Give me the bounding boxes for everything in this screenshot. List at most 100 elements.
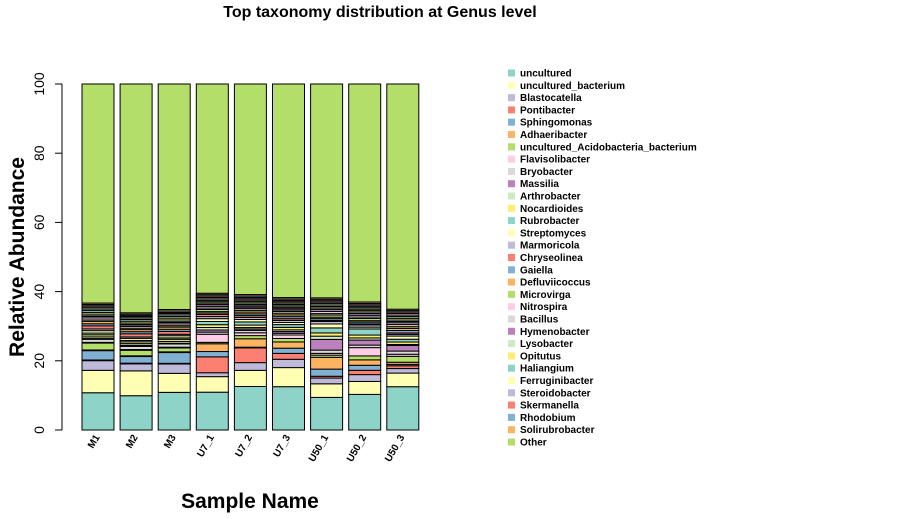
legend-swatch	[508, 364, 515, 372]
bar-segment	[348, 374, 382, 382]
legend-swatch	[508, 118, 515, 126]
bar-segment	[348, 328, 382, 336]
x-tick-label: M3	[162, 433, 179, 451]
bar-segment	[386, 368, 420, 374]
legend-label: Nitrospira	[520, 302, 568, 313]
bar-segment	[195, 376, 229, 393]
bar-segment	[119, 370, 153, 397]
bar-segment	[310, 323, 344, 329]
bar-segment	[272, 337, 305, 343]
bar-segment	[195, 351, 229, 358]
bar-segment	[348, 393, 382, 431]
y-axis: 0 20 40 60 80 100	[31, 72, 63, 434]
y-tick-label: 0	[31, 426, 47, 434]
bar-segment	[348, 347, 382, 357]
legend-label: Massilia	[520, 179, 559, 190]
bar-segment	[195, 343, 229, 353]
y-tick-label: 80	[31, 145, 47, 161]
bar-segment	[81, 360, 115, 371]
bar-segment	[310, 356, 344, 370]
legend-label: Bacillus	[520, 315, 559, 326]
legend-item: Adhaeribacter	[508, 130, 587, 141]
bar-segment	[157, 391, 191, 431]
bar-segment	[81, 83, 115, 304]
legend-swatch	[508, 180, 515, 188]
legend-label: Hymenobacter	[520, 327, 590, 338]
bar-segment	[310, 383, 344, 398]
legend-swatch	[508, 327, 515, 335]
legend-swatch	[508, 155, 515, 163]
legend-swatch	[508, 204, 515, 212]
bar-segment	[233, 347, 267, 364]
legend-item: Bacillus	[508, 315, 559, 326]
legend-label: Microvirga	[520, 290, 571, 301]
bar-segment	[310, 368, 344, 377]
y-tick-label: 20	[31, 353, 47, 369]
bar-segment	[157, 347, 191, 353]
legend-swatch	[508, 340, 515, 348]
bar-segment	[386, 372, 420, 388]
legend-label: Marmoricola	[520, 241, 580, 252]
y-tick-label: 60	[31, 214, 47, 230]
legend-label: Bryobacter	[520, 167, 573, 178]
y-tick-label: 100	[31, 72, 47, 96]
legend-label: Adhaeribacter	[520, 130, 587, 141]
bar-segment	[386, 345, 420, 352]
bar-segment	[348, 380, 382, 395]
bar-segment	[81, 392, 115, 431]
legend-swatch	[508, 413, 515, 421]
legend-swatch	[508, 192, 515, 200]
legend-item: Lysobacter	[508, 339, 573, 350]
legend-item: Marmoricola	[508, 241, 580, 252]
legend-swatch	[508, 94, 515, 102]
bar-segment	[195, 372, 229, 378]
bar-segment	[157, 363, 191, 374]
legend-swatch	[508, 389, 515, 397]
legend-item: Opitutus	[508, 351, 562, 362]
bar-segment	[272, 341, 305, 349]
legend-swatch	[508, 315, 515, 323]
bar-segment	[310, 377, 344, 385]
legend-swatch	[508, 241, 515, 249]
legend-item: Other	[508, 438, 547, 449]
bar-segment	[195, 333, 229, 343]
legend-label: Other	[520, 438, 547, 449]
legend-label: Steroidobacter	[520, 388, 591, 399]
legend-swatch	[508, 426, 515, 434]
x-tick-label: U7_2	[234, 433, 256, 460]
bar-segment	[233, 362, 267, 371]
bar-segment	[348, 355, 382, 361]
legend-swatch	[508, 352, 515, 360]
bar-segment	[157, 372, 191, 393]
bar-segment	[310, 83, 344, 299]
legend-label: Blastocatella	[520, 93, 582, 104]
legend: uncultureduncultured_bacteriumBlastocate…	[508, 69, 697, 449]
bar-stack-m1	[81, 83, 115, 431]
bar-segment	[272, 386, 305, 431]
legend-item: uncultured_Acidobacteria_bacterium	[508, 142, 697, 153]
legend-swatch	[508, 69, 515, 77]
legend-label: Nocardioides	[520, 204, 584, 215]
bar-stack-u50-2	[348, 83, 382, 431]
bar-segment	[233, 385, 267, 431]
legend-item: Arthrobacter	[508, 192, 581, 203]
legend-label: Haliangium	[520, 364, 574, 375]
legend-label: Rubrobacter	[520, 216, 580, 227]
bar-segment	[386, 386, 420, 431]
legend-swatch	[508, 143, 515, 151]
bar-stack-u7-3	[272, 83, 305, 431]
legend-swatch	[508, 377, 515, 384]
bar-stack-u50-1	[310, 83, 344, 431]
bar-segment	[348, 83, 382, 303]
bar-segment	[81, 369, 115, 394]
bar-segment	[119, 83, 153, 314]
bar-stack-u7-2	[233, 83, 267, 431]
legend-item: Flavisolibacter	[508, 155, 590, 166]
legend-label: Gaiella	[520, 265, 553, 276]
bar-segment	[348, 364, 382, 371]
bar-segment	[310, 338, 344, 351]
legend-item: Ferruginibacter	[508, 376, 593, 387]
legend-swatch	[508, 401, 515, 409]
legend-swatch	[508, 278, 515, 286]
